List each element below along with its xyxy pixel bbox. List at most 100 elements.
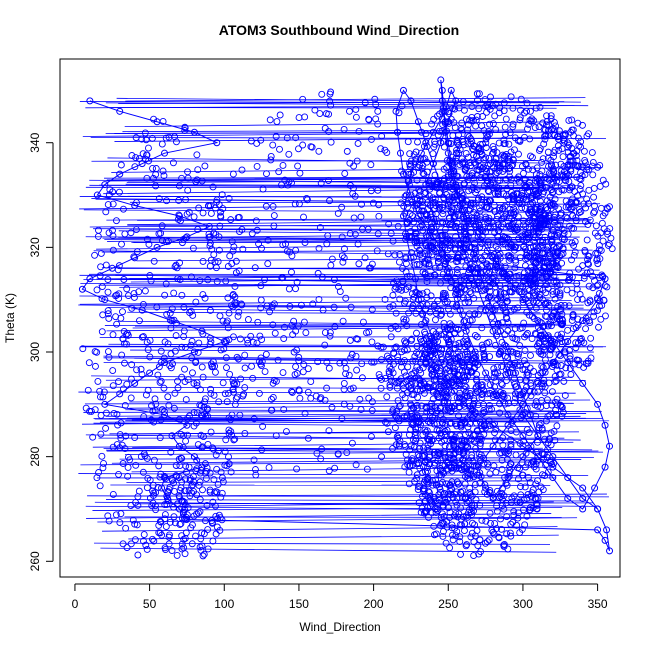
data-point	[467, 436, 475, 444]
trajectory-segment	[80, 461, 545, 466]
data-point	[372, 115, 380, 123]
data-point	[86, 407, 94, 415]
data-point	[358, 360, 366, 368]
data-point	[185, 412, 193, 420]
data-point	[527, 352, 534, 359]
data-point	[458, 419, 465, 427]
data-point	[447, 278, 455, 285]
data-point	[493, 487, 501, 495]
data-point	[188, 540, 196, 548]
data-point	[573, 280, 581, 287]
data-point	[414, 118, 422, 126]
data-point	[109, 246, 117, 254]
data-point	[465, 457, 473, 465]
x-tick-label: 350	[588, 597, 608, 611]
data-point	[93, 191, 101, 199]
data-point	[140, 413, 148, 421]
data-point	[569, 313, 577, 321]
data-point	[520, 506, 527, 514]
data-point	[353, 366, 361, 374]
data-point	[495, 206, 503, 214]
data-point	[603, 526, 611, 534]
data-point	[470, 208, 477, 216]
data-point	[464, 176, 472, 184]
data-point	[323, 240, 331, 248]
data-point	[227, 416, 235, 424]
data-point	[230, 436, 238, 444]
data-point	[604, 241, 612, 249]
data-point	[148, 402, 156, 410]
data-point	[488, 526, 496, 534]
data-point	[173, 264, 181, 272]
data-point	[372, 100, 380, 108]
data-point	[483, 247, 491, 255]
data-point	[195, 204, 203, 212]
data-point	[304, 434, 312, 442]
data-point	[262, 202, 270, 210]
data-point	[472, 285, 480, 293]
data-point	[178, 540, 186, 548]
data-point	[458, 442, 466, 450]
data-point	[193, 151, 201, 159]
data-point	[175, 182, 183, 190]
data-point	[438, 203, 446, 211]
data-point	[289, 331, 297, 339]
data-point	[461, 520, 469, 528]
data-point	[510, 492, 518, 500]
data-point	[300, 318, 308, 326]
data-point	[443, 127, 450, 135]
data-point	[558, 330, 565, 338]
data-point	[517, 95, 525, 103]
y-tick-label: 340	[28, 132, 42, 152]
data-point	[427, 272, 435, 280]
data-point	[406, 272, 414, 280]
data-point	[398, 167, 406, 175]
data-point	[424, 441, 432, 449]
data-point	[143, 174, 151, 182]
data-point	[463, 173, 471, 180]
data-point	[183, 210, 191, 218]
data-point	[374, 230, 382, 238]
data-point	[199, 258, 207, 265]
data-point	[494, 190, 502, 198]
data-point	[602, 312, 609, 320]
data-point	[112, 217, 120, 225]
data-point	[520, 437, 528, 445]
data-point	[393, 413, 401, 421]
data-point	[119, 540, 127, 548]
data-point	[452, 325, 460, 332]
data-point	[443, 426, 451, 434]
data-point	[430, 420, 438, 428]
data-point	[158, 406, 166, 414]
data-point	[438, 241, 446, 249]
data-point	[401, 441, 409, 449]
data-point	[350, 214, 358, 222]
data-point	[134, 551, 142, 559]
data-point	[438, 346, 445, 354]
data-point	[539, 267, 547, 275]
data-point	[156, 529, 164, 537]
data-point	[455, 241, 463, 249]
data-point	[93, 474, 101, 482]
data-point	[231, 435, 239, 443]
data-point	[348, 439, 356, 447]
data-point	[574, 296, 581, 304]
data-point	[524, 233, 532, 241]
data-point	[124, 463, 132, 471]
data-point	[542, 339, 550, 347]
data-point	[255, 389, 263, 397]
data-point	[254, 318, 262, 326]
data-point	[490, 390, 497, 398]
data-point	[470, 552, 478, 560]
data-point	[601, 463, 609, 471]
data-point	[109, 200, 117, 208]
data-point	[398, 286, 406, 294]
trajectory-segment	[83, 209, 575, 213]
data-point	[391, 411, 399, 419]
data-point	[165, 540, 173, 548]
data-point	[547, 429, 555, 437]
data-point	[409, 284, 417, 292]
data-point	[506, 129, 514, 137]
data-point	[391, 344, 399, 352]
data-point	[166, 483, 174, 491]
